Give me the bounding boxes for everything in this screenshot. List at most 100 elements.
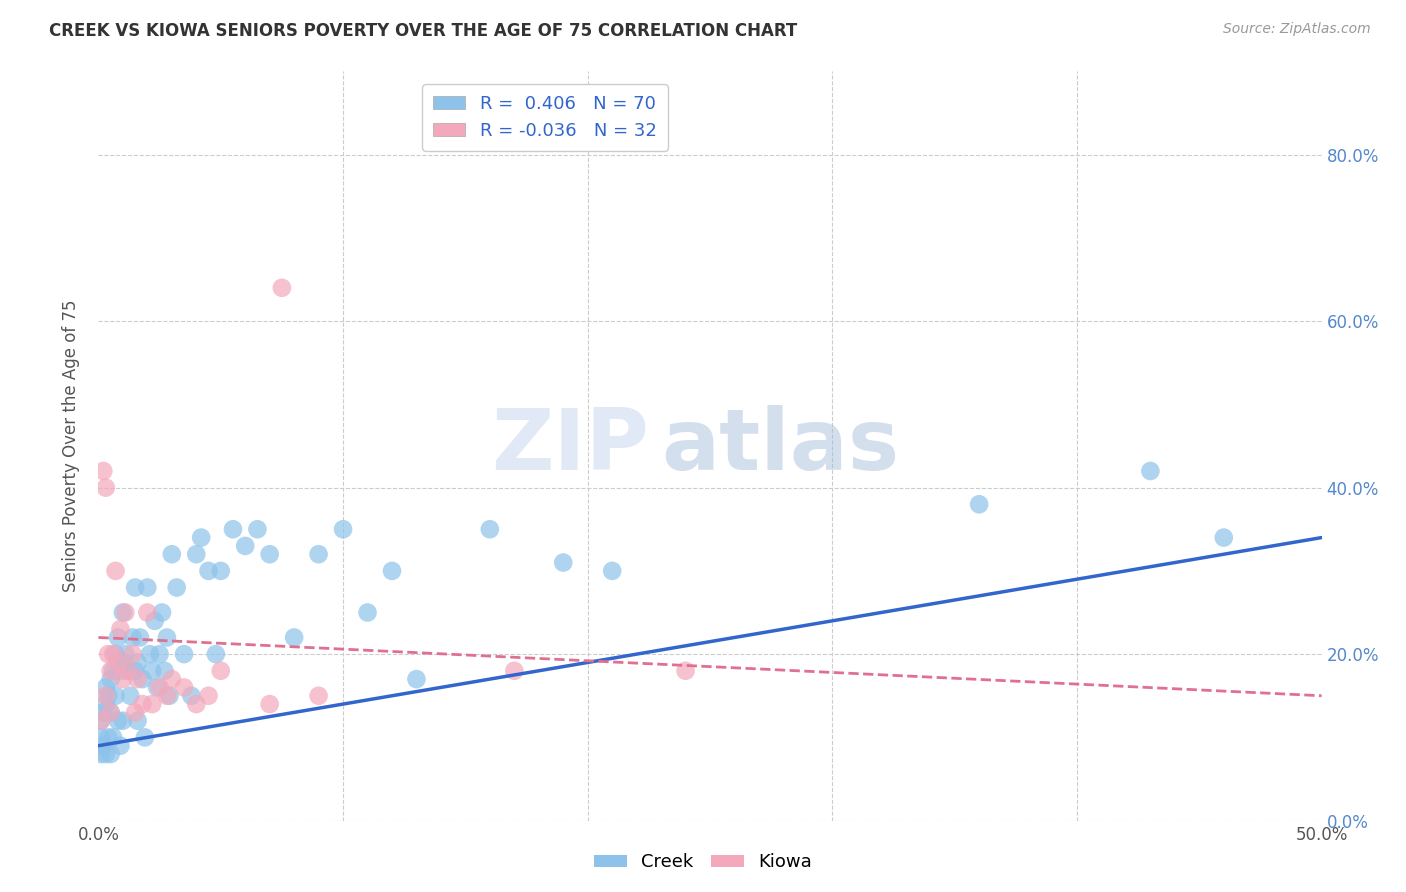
Point bbox=[111, 656, 134, 670]
Point bbox=[91, 739, 114, 753]
Point bbox=[270, 281, 294, 295]
Text: Source: ZipAtlas.com: Source: ZipAtlas.com bbox=[1223, 22, 1371, 37]
Point bbox=[94, 481, 117, 495]
Point bbox=[91, 464, 114, 478]
Point bbox=[967, 497, 990, 511]
Point bbox=[117, 664, 139, 678]
Legend: R =  0.406   N = 70, R = -0.036   N = 32: R = 0.406 N = 70, R = -0.036 N = 32 bbox=[422, 84, 668, 151]
Point bbox=[111, 714, 134, 728]
Point bbox=[173, 681, 195, 695]
Point bbox=[600, 564, 623, 578]
Point bbox=[117, 664, 139, 678]
Point bbox=[97, 647, 120, 661]
Point bbox=[124, 581, 146, 595]
Point bbox=[90, 731, 112, 745]
Point bbox=[104, 647, 127, 661]
Point bbox=[111, 672, 134, 686]
Point bbox=[90, 714, 112, 728]
Point bbox=[97, 689, 120, 703]
Point bbox=[209, 564, 232, 578]
Point bbox=[129, 631, 152, 645]
Point bbox=[124, 706, 146, 720]
Point bbox=[104, 564, 127, 578]
Point bbox=[186, 697, 208, 711]
Point bbox=[160, 672, 183, 686]
Point bbox=[233, 539, 256, 553]
Point bbox=[356, 606, 378, 620]
Point bbox=[143, 614, 166, 628]
Point bbox=[91, 706, 114, 720]
Point bbox=[405, 672, 427, 686]
Point bbox=[478, 522, 501, 536]
Point bbox=[150, 606, 173, 620]
Point bbox=[134, 731, 156, 745]
Point bbox=[186, 547, 208, 561]
Point bbox=[114, 647, 136, 661]
Point bbox=[146, 681, 169, 695]
Point bbox=[107, 656, 129, 670]
Point bbox=[101, 647, 124, 661]
Point bbox=[100, 664, 122, 678]
Point bbox=[149, 647, 172, 661]
Point bbox=[131, 697, 153, 711]
Point bbox=[259, 697, 281, 711]
Text: atlas: atlas bbox=[661, 404, 900, 488]
Point bbox=[381, 564, 404, 578]
Point bbox=[1139, 464, 1161, 478]
Point bbox=[97, 731, 120, 745]
Point bbox=[153, 664, 176, 678]
Legend: Creek, Kiowa: Creek, Kiowa bbox=[586, 847, 820, 879]
Point bbox=[166, 581, 188, 595]
Text: CREEK VS KIOWA SENIORS POVERTY OVER THE AGE OF 75 CORRELATION CHART: CREEK VS KIOWA SENIORS POVERTY OVER THE … bbox=[49, 22, 797, 40]
Point bbox=[136, 581, 159, 595]
Point bbox=[100, 706, 122, 720]
Point bbox=[121, 647, 143, 661]
Point bbox=[121, 631, 143, 645]
Point bbox=[141, 697, 163, 711]
Point bbox=[127, 656, 149, 670]
Point bbox=[100, 672, 122, 686]
Point bbox=[114, 606, 136, 620]
Point bbox=[173, 647, 195, 661]
Point bbox=[308, 689, 330, 703]
Point bbox=[156, 631, 179, 645]
Point bbox=[675, 664, 697, 678]
Point bbox=[94, 681, 117, 695]
Point bbox=[503, 664, 526, 678]
Point bbox=[90, 714, 112, 728]
Point bbox=[90, 747, 112, 761]
Point bbox=[190, 531, 212, 545]
Point bbox=[127, 714, 149, 728]
Point bbox=[197, 689, 219, 703]
Point bbox=[553, 556, 575, 570]
Point bbox=[332, 522, 354, 536]
Point bbox=[104, 689, 127, 703]
Point bbox=[100, 747, 122, 761]
Point bbox=[107, 714, 129, 728]
Point bbox=[1212, 531, 1234, 545]
Point bbox=[259, 547, 281, 561]
Point bbox=[197, 564, 219, 578]
Point bbox=[160, 547, 183, 561]
Point bbox=[110, 622, 132, 636]
Point bbox=[120, 689, 142, 703]
Point bbox=[131, 672, 153, 686]
Point bbox=[94, 689, 117, 703]
Point bbox=[156, 689, 179, 703]
Point bbox=[127, 672, 149, 686]
Point bbox=[110, 664, 132, 678]
Point bbox=[180, 689, 202, 703]
Point bbox=[222, 522, 245, 536]
Point bbox=[246, 522, 269, 536]
Point bbox=[209, 664, 232, 678]
Point bbox=[205, 647, 228, 661]
Point bbox=[141, 664, 163, 678]
Point bbox=[124, 664, 146, 678]
Point bbox=[100, 706, 122, 720]
Point bbox=[101, 731, 124, 745]
Point bbox=[111, 606, 134, 620]
Point bbox=[139, 647, 162, 661]
Point bbox=[101, 664, 124, 678]
Point bbox=[157, 689, 180, 703]
Point bbox=[136, 606, 159, 620]
